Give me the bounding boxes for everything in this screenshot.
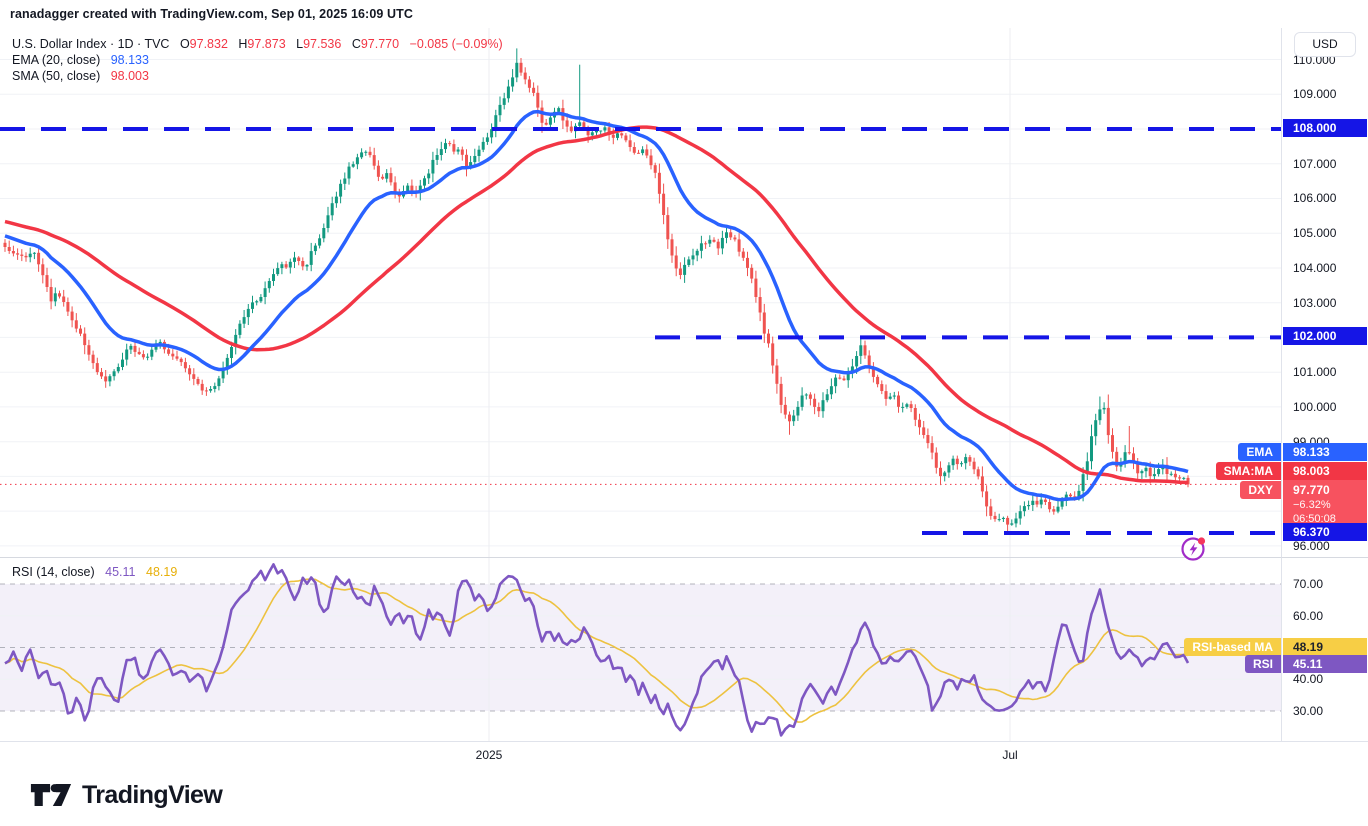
rsi-legend: RSI (14, close) 45.11 48.19	[12, 564, 177, 580]
ema-label: EMA (20, close)	[12, 53, 101, 67]
price-tick: 107.000	[1293, 157, 1337, 171]
rsi-pane[interactable]: RSI (14, close) 45.11 48.19 RSI-based MA…	[0, 557, 1281, 741]
brand-name: TradingView	[82, 780, 223, 809]
price-axis[interactable]: USD 98.133 98.003 97.770 −6.32% 06:50:08…	[1281, 28, 1368, 557]
symbol-legend-row: U.S. Dollar Index · 1D · TVC O97.832 H97…	[12, 36, 503, 52]
highlighted-price-level: 96.370	[1283, 523, 1367, 541]
highlighted-price-level: 102.000	[1283, 327, 1367, 345]
ohlc-open-label: O	[179, 37, 190, 51]
rsi-value-axis[interactable]: 48.19 45.11 70.00 60.00 40.00 30.00	[1281, 557, 1368, 741]
price-tick: 96.000	[1293, 539, 1330, 553]
ohlc-low-value: 97.536	[303, 37, 342, 51]
price-tick: 100.000	[1293, 400, 1337, 414]
time-tick: Jul	[1002, 748, 1018, 762]
price-tick: 109.000	[1293, 87, 1337, 101]
rsi-chart[interactable]	[0, 558, 1281, 741]
ema-price-pill: EMA	[1238, 443, 1281, 461]
sma-value: 98.003	[110, 69, 149, 83]
dxy-price-pill: DXY	[1240, 481, 1281, 499]
sma-axis-value: 98.003	[1283, 462, 1367, 480]
ema-20-line	[4, 109, 1189, 502]
sma-legend-row: SMA (50, close) 98.003	[12, 68, 503, 84]
rsi-pill: RSI	[1244, 655, 1281, 673]
rsi-value: 45.11	[105, 565, 136, 579]
ohlc-open-value: 97.832	[189, 37, 228, 51]
rsi-ma-value: 48.19	[146, 565, 178, 579]
rsi-axis-value: 45.11	[1283, 655, 1367, 673]
time-tick: 2025	[475, 748, 503, 762]
chart-legend: U.S. Dollar Index · 1D · TVC O97.832 H97…	[12, 36, 503, 84]
price-tick: 104.000	[1293, 261, 1337, 275]
rsi-ma-axis-value: 48.19	[1283, 638, 1367, 656]
ohlc-close-value: 97.770	[360, 37, 400, 51]
ohlc-high-label: H	[238, 37, 248, 51]
ema-axis-value: 98.133	[1283, 443, 1367, 461]
price-tick: 106.000	[1293, 191, 1337, 205]
rsi-tick: 40.00	[1293, 672, 1324, 686]
last-price-value: 97.770	[1293, 483, 1330, 497]
ema-value: 98.133	[110, 53, 149, 67]
ohlc-low-label: L	[296, 37, 304, 51]
footer-strip: TradingView	[0, 768, 1368, 826]
sma-50-line	[4, 125, 1189, 485]
main-chart-pane[interactable]: U.S. Dollar Index · 1D · TVC O97.832 H97…	[0, 28, 1281, 561]
highlighted-price-level: 108.000	[1283, 119, 1367, 137]
price-tick: 105.000	[1293, 226, 1337, 240]
rsi-label: RSI (14, close)	[12, 565, 95, 579]
sma-label: SMA (50, close)	[12, 69, 101, 83]
change-percent-value: −6.32%	[1293, 498, 1331, 511]
sma-price-pill: SMA:MA	[1215, 462, 1281, 480]
price-tick: 101.000	[1293, 365, 1337, 379]
quick-alert-icon[interactable]	[1180, 534, 1208, 562]
ohlc-close-label: C	[351, 37, 361, 51]
last-price-axis-box: 97.770 −6.32% 06:50:08	[1283, 480, 1367, 530]
symbol-title: U.S. Dollar Index · 1D · TVC	[12, 37, 170, 51]
ohlc-high-value: 97.873	[247, 37, 286, 51]
rsi-ma-line	[4, 578, 1189, 723]
rsi-ma-pill: RSI-based MA	[1184, 638, 1281, 656]
rsi-tick: 30.00	[1293, 704, 1324, 718]
rsi-tick: 60.00	[1293, 609, 1324, 623]
price-tick: 103.000	[1293, 296, 1337, 310]
rsi-tick: 70.00	[1293, 577, 1324, 591]
attribution-bar: ranadagger created with TradingView.com,…	[0, 0, 1368, 28]
ema-legend-row: EMA (20, close) 98.133	[12, 52, 503, 68]
change-value: −0.085 (−0.09%)	[409, 37, 503, 51]
currency-toggle-button[interactable]: USD	[1294, 32, 1356, 57]
candlestick-chart[interactable]	[0, 28, 1281, 557]
bar-countdown: 06:50:08	[1293, 513, 1336, 525]
tradingview-logo-icon	[30, 784, 72, 806]
tradingview-logo[interactable]: TradingView	[30, 780, 223, 810]
rsi-line	[4, 563, 1190, 737]
time-axis[interactable]: 2025 Jul	[0, 741, 1368, 768]
